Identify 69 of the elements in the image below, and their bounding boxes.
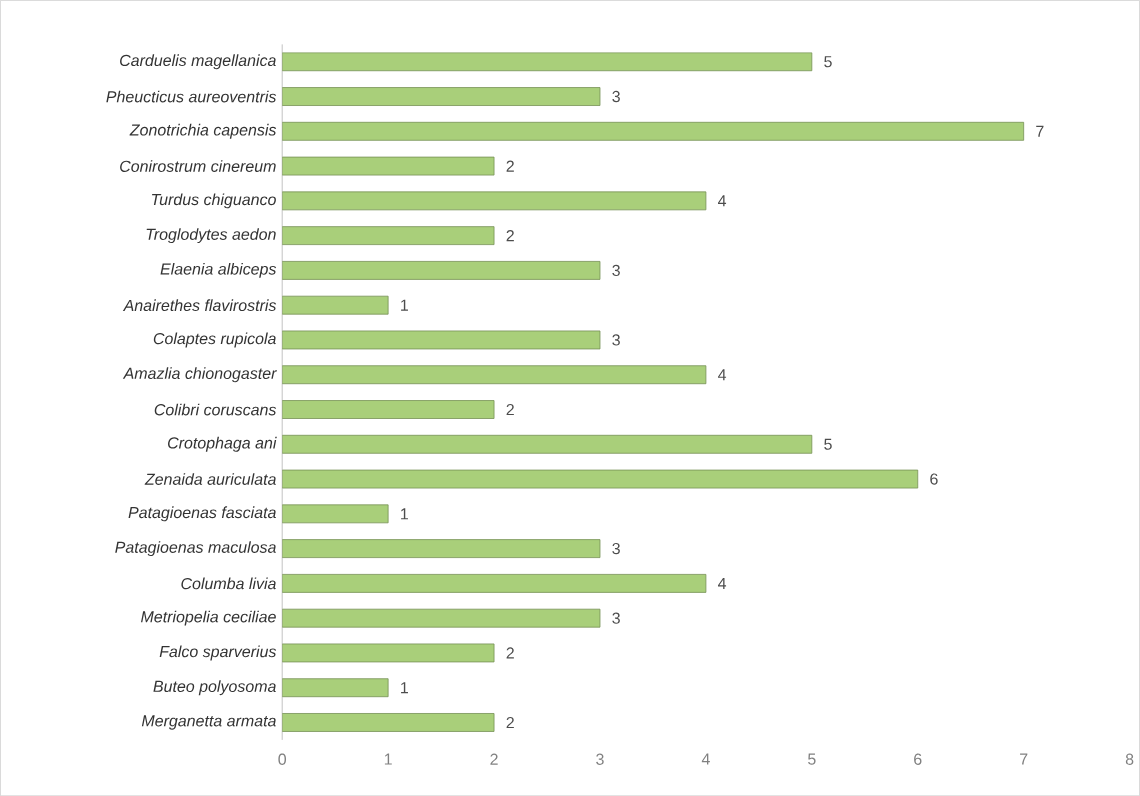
y-tick-label: Turdus chiguanco xyxy=(152,193,276,209)
bar xyxy=(282,260,601,280)
bar xyxy=(282,504,389,524)
data-label: 1 xyxy=(401,299,408,311)
bar xyxy=(282,539,601,558)
y-tick-label: Columba livia xyxy=(181,577,276,590)
data-label: 5 xyxy=(824,56,832,68)
y-tick-label: Zenaida auriculata xyxy=(144,473,276,485)
x-tick-label: 0 xyxy=(278,753,287,765)
bar xyxy=(282,52,813,72)
data-label: 7 xyxy=(1036,125,1044,137)
x-tick-label: 8 xyxy=(1125,753,1134,765)
data-label: 1 xyxy=(401,682,408,694)
data-label: 4 xyxy=(718,577,727,589)
y-tick-label: Patagioenas fasciata xyxy=(128,506,276,522)
data-label: 3 xyxy=(612,612,620,624)
y-tick-label: Carduelis magellanica xyxy=(120,54,276,70)
x-tick-label: 6 xyxy=(914,753,922,765)
bar xyxy=(282,87,601,106)
data-label: 3 xyxy=(612,334,620,346)
bar xyxy=(282,643,495,663)
data-label: 3 xyxy=(612,542,620,555)
y-tick-label: Crotophaga ani xyxy=(168,436,277,452)
bar xyxy=(282,191,707,211)
y-tick-label: Colaptes rupicola xyxy=(153,332,276,348)
data-label: 6 xyxy=(930,473,938,485)
y-tick-label: Anairethes flavirostris xyxy=(122,299,277,311)
bar xyxy=(282,434,813,454)
y-tick-label: Merganetta armata xyxy=(141,715,276,730)
x-tick-label: 4 xyxy=(701,753,710,765)
x-tick-label: 1 xyxy=(384,753,392,765)
bar xyxy=(282,469,919,489)
x-tick-label: 7 xyxy=(1020,753,1028,765)
bar xyxy=(282,365,707,385)
x-tick-label: 2 xyxy=(490,753,498,765)
data-label: 2 xyxy=(506,403,514,415)
x-tick-label: 3 xyxy=(596,753,604,765)
data-label: 4 xyxy=(718,195,727,207)
data-label: 5 xyxy=(824,438,832,450)
data-label: 2 xyxy=(506,229,514,242)
y-tick-label: Colibri coruscans xyxy=(154,403,277,416)
bar xyxy=(282,121,1025,141)
data-label: 3 xyxy=(612,264,620,276)
x-tick-label: 5 xyxy=(808,753,816,765)
y-tick-label: Conirostrum cinereum xyxy=(120,160,276,172)
bar xyxy=(282,295,389,315)
data-label: 3 xyxy=(612,90,620,103)
bar xyxy=(282,156,495,176)
bar xyxy=(282,608,601,628)
bar xyxy=(282,226,495,245)
y-tick-label: Zonotrichia capensis xyxy=(129,123,277,139)
data-label: 1 xyxy=(401,508,408,520)
bar xyxy=(282,712,495,732)
data-label: 2 xyxy=(506,160,514,172)
data-label: 4 xyxy=(718,369,727,381)
y-tick-label: Elaenia albiceps xyxy=(160,262,277,278)
y-tick-label: Pheucticus aureoventris xyxy=(106,90,277,103)
y-tick-label: Buteo polyosoma xyxy=(153,680,276,696)
y-tick-label: Falco sparverius xyxy=(159,645,277,661)
y-tick-label: Amazlia chionogaster xyxy=(122,367,277,383)
data-label: 2 xyxy=(506,647,514,659)
bar xyxy=(282,573,707,593)
y-tick-label: Troglodytes aedon xyxy=(146,228,276,243)
data-label: 2 xyxy=(506,716,514,728)
bar xyxy=(282,330,601,350)
y-tick-label: Metriopelia ceciliae xyxy=(141,610,276,626)
bar xyxy=(282,678,389,697)
y-tick-label: Patagioenas maculosa xyxy=(115,541,276,556)
bar xyxy=(282,400,495,419)
